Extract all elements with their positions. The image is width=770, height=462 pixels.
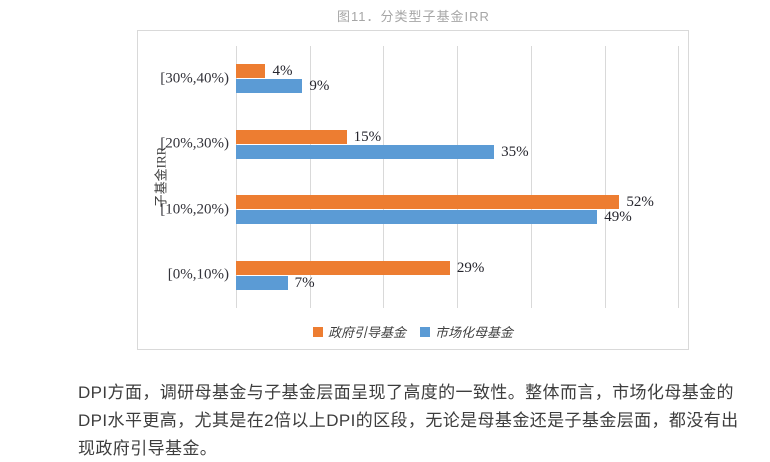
market-oriented-fof-value-label: 7%	[294, 274, 315, 291]
market-oriented-fof-bar	[236, 210, 598, 225]
market-oriented-fof-bar-line: 35%	[236, 143, 688, 160]
gridline	[457, 46, 459, 308]
body-paragraph: DPI方面，调研母基金与子基金层面呈现了高度的一致性。整体而言，市场化母基金的 …	[78, 379, 750, 462]
market-oriented-fof-bar-line: 9%	[236, 78, 688, 95]
paragraph-line: DPI水平更高，尤其是在2倍以上DPI的区段，无论是母基金还是子基金层面，都没有…	[78, 411, 739, 430]
government-guided-fund-bar	[236, 195, 620, 210]
market-oriented-fof-bar	[236, 79, 303, 94]
government-guided-fund-value-label: 52%	[626, 194, 654, 211]
category-label: [0%,10%)	[167, 266, 229, 283]
chart-row: [10%,20%) 52% 49%	[160, 177, 688, 243]
category-label: [20%,30%)	[160, 135, 229, 152]
category-label: [10%,20%)	[160, 201, 229, 218]
chart-row: [30%,40%) 4% 9%	[160, 46, 688, 112]
gridline	[678, 46, 680, 308]
government-guided-fund-bar	[236, 64, 266, 79]
value-axis-line	[236, 46, 237, 308]
market-oriented-fof-bar-line: 49%	[236, 209, 688, 226]
government-guided-fund-bar-line: 29%	[236, 259, 688, 276]
government-guided-fund-value-label: 4%	[272, 63, 293, 80]
legend: 政府引导基金 市场化母基金	[138, 322, 688, 341]
gridline	[309, 46, 311, 308]
market-oriented-fof-value-label: 9%	[309, 78, 330, 95]
market-oriented-fof-value-label: 49%	[604, 209, 632, 226]
government-guided-fund-bar-line: 52%	[236, 194, 688, 211]
legend-item-government-guided-fund: 政府引导基金	[312, 322, 406, 341]
chart-row: [0%,10%) 29% 7%	[168, 243, 688, 309]
market-oriented-fof-legend-label: 市场化母基金	[435, 325, 514, 340]
gridline	[604, 46, 606, 308]
government-guided-fund-bar-line: 4%	[236, 63, 688, 80]
market-oriented-fof-bar-line: 7%	[236, 274, 688, 291]
government-guided-fund-bar	[236, 129, 347, 144]
government-guided-fund-legend-swatch	[312, 326, 323, 337]
government-guided-fund-legend-label: 政府引导基金	[327, 325, 406, 340]
market-oriented-fof-bar	[236, 275, 288, 290]
government-guided-fund-bar-line: 15%	[236, 128, 688, 145]
gridline	[383, 46, 385, 308]
paragraph-line: 现政府引导基金。	[78, 439, 218, 458]
chart: 子基金IRR [30%,40%) 4% 9% [20%,30%) 15% 35% [10%,…	[137, 30, 689, 350]
category-label: [30%,40%)	[160, 70, 229, 87]
figure-title: 图11．分类型子基金IRR	[337, 9, 490, 24]
gridline	[530, 46, 532, 308]
chart-row: [20%,30%) 15% 35%	[160, 112, 688, 178]
plot-area: [30%,40%) 4% 9% [20%,30%) 15% 35% [10%,20%) 52%…	[160, 46, 688, 309]
government-guided-fund-value-label: 15%	[353, 128, 382, 145]
market-oriented-fof-legend-swatch	[420, 326, 430, 337]
market-oriented-fof-bar	[236, 144, 495, 159]
market-oriented-fof-value-label: 35%	[501, 143, 529, 160]
government-guided-fund-value-label: 29%	[456, 259, 485, 276]
government-guided-fund-bar	[236, 260, 450, 275]
y-axis-title: 子基金IRR	[153, 146, 169, 208]
paragraph-line: DPI方面，调研母基金与子基金层面呈现了高度的一致性。整体而言，市场化母基金的	[78, 383, 734, 402]
legend-item-market-oriented-fof: 市场化母基金	[420, 322, 513, 341]
